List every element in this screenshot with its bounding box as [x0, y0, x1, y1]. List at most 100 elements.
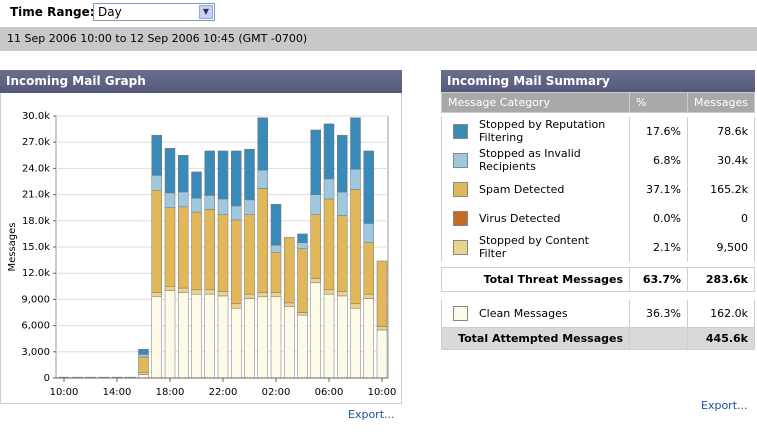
x-tick-label: 10:00: [50, 387, 79, 398]
bar-segment: [323, 293, 335, 379]
bar-segment: [270, 245, 282, 253]
total-attempted-row: Total Attempted Messages 445.6k: [441, 327, 755, 350]
bar-segment: [151, 134, 162, 176]
color-swatch: [453, 210, 468, 226]
y-tick-label: 0: [44, 373, 50, 384]
category-name: Stopped as Invalid Recipients: [479, 147, 581, 173]
color-swatch: [453, 152, 468, 168]
bar-segment: [244, 214, 255, 295]
bar-segment: [178, 191, 189, 208]
bar-segment: [164, 148, 176, 194]
bar-segment: [191, 171, 202, 199]
bar-segment: [350, 303, 361, 309]
bar-segment: [297, 312, 308, 316]
category-row: Stopped by Reputation Filtering 17.6% 78.6…: [441, 116, 755, 146]
bar-segment: [231, 303, 242, 309]
total-threat-label: Total Threat Messages: [441, 267, 630, 292]
summary-title: Incoming Mail Summary: [441, 70, 755, 92]
bar-segment: [164, 192, 176, 208]
bar-segment: [191, 289, 202, 295]
category-name: Stopped by Content Filter: [479, 234, 589, 260]
category-row: Spam Detected 37.1% 165.2k: [441, 174, 755, 204]
column-header: Message Category: [441, 92, 630, 113]
chart: Messages 0 3,000 6,000 9,000 12.0k 15.0k 18.0k…: [7, 111, 396, 398]
category-cell: Virus Detected: [441, 203, 630, 233]
bar-segment: [217, 150, 229, 200]
bar-segment: [337, 191, 348, 216]
time-range-label: Time Range:: [10, 5, 95, 19]
x-tick-label: 06:00: [315, 387, 344, 398]
bar-segment: [231, 307, 242, 379]
bar-segment: [323, 198, 335, 291]
bar-segment: [231, 150, 242, 207]
bar-segment: [337, 295, 348, 379]
total-attempted-pct: [629, 327, 688, 350]
bar-segment: [204, 289, 215, 295]
y-tick-label: 15.0k: [22, 242, 50, 253]
x-tick-label: 18:00: [156, 387, 185, 398]
bar-segment: [231, 219, 242, 305]
y-tick-label: 30.0k: [22, 111, 50, 122]
bar-segment: [138, 354, 149, 358]
bar-segment: [337, 215, 348, 292]
bar-segment: [217, 198, 229, 215]
bar-segment: [297, 242, 308, 249]
y-tick-label: 18.0k: [22, 216, 50, 227]
time-range-select[interactable]: Day ▼: [93, 3, 215, 21]
pct-cell: 17.6%: [629, 116, 688, 146]
bar-segment: [363, 293, 374, 299]
category-row: Stopped by Content Filter 2.1% 9,500: [441, 232, 755, 262]
graph-export-link[interactable]: Export...: [348, 408, 395, 421]
bar-segment: [323, 289, 335, 295]
total-attempted-messages: 445.6k: [687, 327, 755, 350]
y-tick-label: 24.0k: [22, 163, 50, 174]
category-name: Virus Detected: [479, 211, 561, 225]
bar-segment: [217, 214, 229, 292]
bar-segment: [350, 307, 361, 379]
y-tick-label: 3,000: [21, 347, 50, 358]
y-tick-label: 6,000: [21, 321, 50, 332]
bar-segment: [191, 293, 202, 379]
bar-segment: [257, 117, 268, 171]
total-threat-row: Total Threat Messages 63.7% 283.6k: [441, 267, 755, 292]
bar-segment: [350, 189, 361, 305]
bar-segment: [257, 169, 268, 189]
bar-segment: [151, 296, 162, 379]
pct-cell: 6.8%: [629, 145, 688, 175]
bar-segment: [363, 298, 374, 379]
category-row: Virus Detected 0.0% 0: [441, 203, 755, 233]
bar-segment: [270, 203, 282, 246]
bar-segment: [363, 242, 374, 295]
bar-segment: [244, 199, 255, 215]
graph-title: Incoming Mail Graph: [0, 70, 402, 93]
bar-segment: [337, 291, 348, 297]
pct-cell: 36.3%: [629, 299, 688, 328]
color-swatch: [453, 239, 468, 255]
time-range-value: Day: [98, 5, 122, 19]
bar-segment: [284, 302, 295, 307]
bar-segment: [178, 292, 189, 379]
spacer: [442, 292, 755, 300]
date-range: 11 Sep 2006 10:00 to 12 Sep 2006 10:45 (…: [0, 27, 757, 51]
x-tick-label: 22:00: [209, 387, 238, 398]
bar-segment: [323, 123, 335, 180]
bar-segment: [337, 134, 348, 193]
y-axis-label: Messages: [7, 222, 18, 271]
y-tick-label: 27.0k: [22, 137, 50, 148]
bar-segment: [151, 189, 162, 293]
color-swatch: [453, 305, 468, 321]
bar-segment: [151, 175, 162, 191]
bar-segment: [178, 206, 189, 289]
bar-segment: [138, 356, 149, 374]
color-swatch: [453, 123, 468, 139]
bar-segment: [310, 282, 321, 379]
bar-segment: [204, 150, 215, 196]
category-cell: Clean Messages: [441, 299, 630, 328]
bar-segment: [376, 260, 388, 327]
bar-segment: [204, 209, 215, 291]
bar-segment: [164, 286, 176, 291]
x-tick-label: 14:00: [103, 387, 132, 398]
summary-export-link[interactable]: Export...: [701, 399, 748, 412]
pct-cell: 2.1%: [629, 232, 688, 262]
